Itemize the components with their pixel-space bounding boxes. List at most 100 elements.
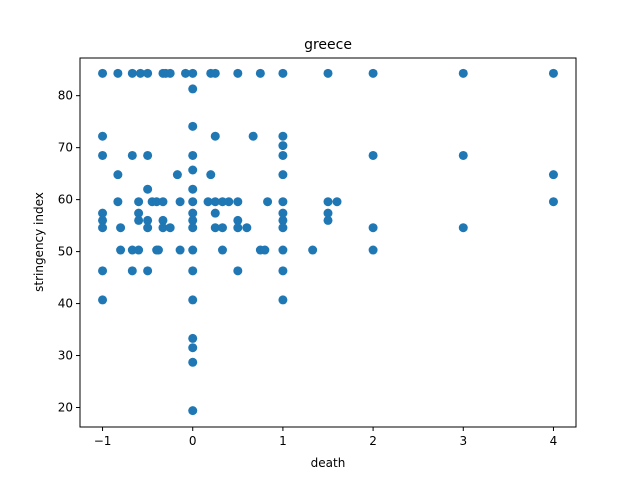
scatter-point <box>458 150 468 160</box>
scatter-point <box>98 266 108 276</box>
y-tick-label: 60 <box>58 193 73 207</box>
scatter-point <box>188 150 198 160</box>
scatter-point <box>98 295 108 305</box>
scatter-point <box>127 266 137 276</box>
scatter-point <box>233 266 243 276</box>
scatter-point <box>188 295 198 305</box>
scatter-point <box>134 245 144 255</box>
scatter-point <box>224 197 234 207</box>
y-tick-label: 30 <box>58 349 73 363</box>
scatter-point <box>278 197 288 207</box>
scatter-points <box>98 68 558 416</box>
scatter-point <box>188 121 198 131</box>
x-tick-label: 4 <box>550 434 558 448</box>
scatter-point <box>548 197 558 207</box>
scatter-point <box>210 197 220 207</box>
scatter-point <box>188 406 198 416</box>
scatter-point <box>368 68 378 78</box>
scatter-point <box>172 170 182 180</box>
scatter-point <box>158 223 168 233</box>
x-axis-label: death <box>311 456 346 470</box>
chart-title: greece <box>304 37 352 53</box>
x-tick-label: 0 <box>189 434 197 448</box>
scatter-point <box>175 245 185 255</box>
scatter-point <box>323 215 333 225</box>
scatter-point <box>210 223 220 233</box>
scatter-point <box>127 245 137 255</box>
scatter-point <box>98 150 108 160</box>
scatter-point <box>278 131 288 141</box>
scatter-point <box>188 245 198 255</box>
scatter-point <box>308 245 318 255</box>
scatter-point <box>233 197 243 207</box>
scatter-point <box>323 68 333 78</box>
x-tick-label: 2 <box>369 434 377 448</box>
scatter-point <box>158 215 168 225</box>
scatter-point <box>143 68 153 78</box>
scatter-point <box>98 208 108 218</box>
scatter-point <box>143 150 153 160</box>
scatter-point <box>217 197 227 207</box>
scatter-point <box>188 343 198 353</box>
scatter-point <box>153 245 163 255</box>
y-tick-label: 80 <box>58 89 73 103</box>
scatter-point <box>233 215 243 225</box>
scatter-point <box>134 215 144 225</box>
scatter-point <box>458 223 468 233</box>
scatter-point <box>323 197 333 207</box>
scatter-point <box>278 150 288 160</box>
scatter-point <box>113 170 123 180</box>
scatter-point <box>98 131 108 141</box>
scatter-point <box>233 223 243 233</box>
scatter-point <box>98 215 108 225</box>
scatter-point <box>332 197 342 207</box>
plot-frame <box>79 57 577 428</box>
scatter-point <box>188 223 198 233</box>
scatter-point <box>278 295 288 305</box>
scatter-point <box>116 223 126 233</box>
scatter-point <box>233 68 243 78</box>
scatter-point <box>181 68 191 78</box>
scatter-point <box>188 266 198 276</box>
scatter-point <box>210 68 220 78</box>
y-tick-label: 20 <box>58 401 73 415</box>
scatter-point <box>278 170 288 180</box>
scatter-point <box>116 245 126 255</box>
scatter-point <box>143 223 153 233</box>
scatter-point <box>255 68 265 78</box>
scatter-point <box>278 68 288 78</box>
y-axis-ticks: 20 30 40 50 60 70 80 <box>58 89 80 415</box>
scatter-point <box>188 184 198 194</box>
scatter-point <box>135 68 145 78</box>
scatter-point <box>203 197 213 207</box>
scatter-point <box>113 68 123 78</box>
scatter-point <box>188 84 198 94</box>
scatter-point <box>278 215 288 225</box>
scatter-point <box>278 141 288 151</box>
x-tick-label: 3 <box>459 434 467 448</box>
y-axis-label: stringency index <box>32 192 46 292</box>
scatter-point <box>368 150 378 160</box>
x-tick-label: −1 <box>94 434 112 448</box>
scatter-point <box>278 266 288 276</box>
scatter-point <box>134 208 144 218</box>
scatter-point <box>188 333 198 343</box>
scatter-point <box>278 223 288 233</box>
scatter-point <box>206 170 216 180</box>
scatter-point <box>217 245 227 255</box>
scatter-point <box>143 215 153 225</box>
scatter-point <box>278 208 288 218</box>
scatter-point <box>548 68 558 78</box>
scatter-point <box>158 197 168 207</box>
scatter-point <box>165 223 175 233</box>
scatter-point <box>113 197 123 207</box>
scatter-point <box>217 223 227 233</box>
y-tick-label: 70 <box>58 141 73 155</box>
scatter-point <box>263 197 273 207</box>
scatter-point <box>134 197 144 207</box>
scatter-point <box>458 68 468 78</box>
scatter-point <box>323 208 333 218</box>
scatter-point <box>210 131 220 141</box>
scatter-point <box>188 165 198 175</box>
